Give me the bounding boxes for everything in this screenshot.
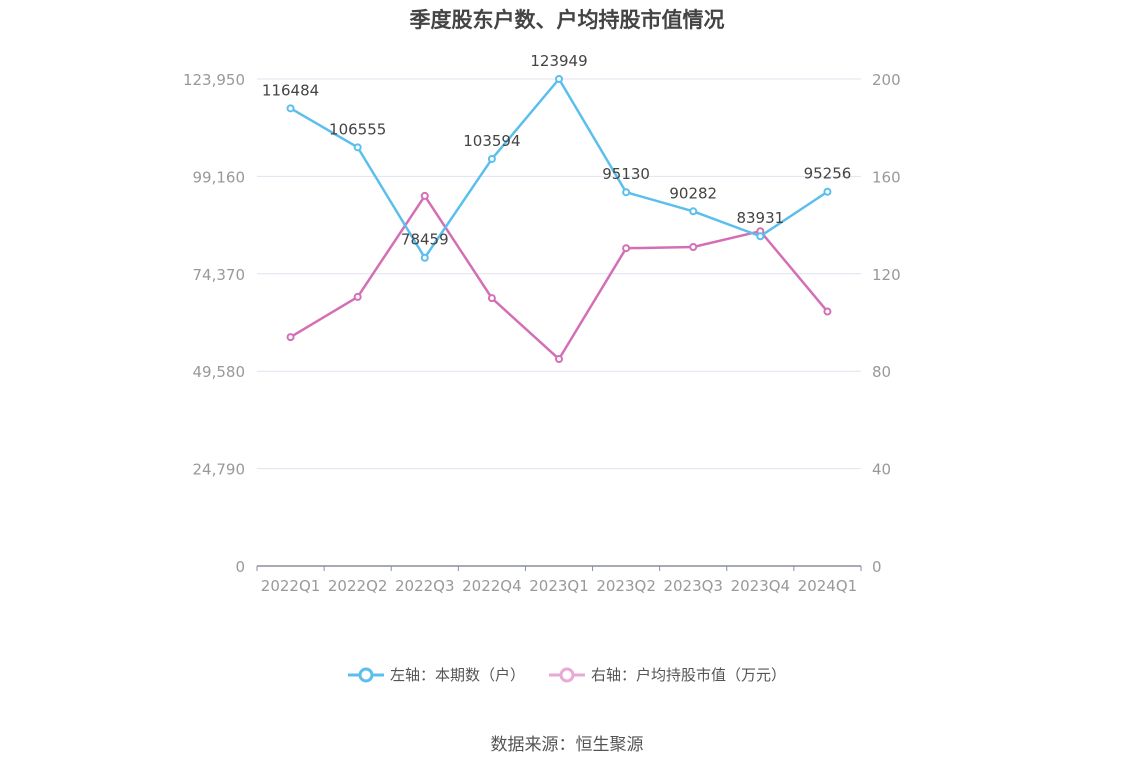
y-left-tick-label: 24,790 [193,461,246,479]
data-label: 83931 [736,209,784,227]
y-left-tick-label: 123,950 [183,71,245,89]
legend-label: 左轴：本期数（户） [389,666,525,684]
data-point-avg-holding-value [689,243,698,252]
x-tick-label: 2023Q3 [663,577,723,595]
data-point-avg-holding-value [622,244,631,253]
data-point-avg-holding-value [487,294,496,303]
series-points [286,75,832,364]
legend-item-left-axis[interactable]: 左轴：本期数（户） [347,664,525,685]
data-point-households [420,253,429,262]
data-point-avg-holding-value [286,333,295,342]
x-tick-label: 2024Q1 [798,577,858,595]
data-label: 90282 [669,184,717,202]
y-right-tick-label: 40 [872,461,891,479]
x-tick-label: 2023Q4 [731,577,791,595]
data-point-households [353,143,362,152]
x-tick-label: 2023Q2 [596,577,656,595]
data-point-households [756,232,765,241]
grid-lines [257,78,861,470]
legend-item-right-axis[interactable]: 右轴：户均持股市值（万元） [549,664,786,685]
x-tick-label: 2023Q1 [529,577,589,595]
chart-title: 季度股东户数、户均持股市值情况 [409,8,725,32]
y-left-tick-label: 49,580 [193,363,246,381]
data-point-avg-holding-value [420,191,429,200]
y-right-tick-label: 0 [872,558,882,576]
x-tick-label: 2022Q2 [328,577,388,595]
data-label: 95256 [804,165,852,183]
legend: 左轴：本期数（户） 右轴：户均持股市值（万元） [0,664,1134,685]
y-left-tick-label: 0 [235,558,245,576]
data-label: 106555 [329,120,386,138]
x-tick-label: 2022Q3 [395,577,455,595]
data-label: 95130 [602,165,650,183]
legend-marker-blue-icon [347,667,384,682]
x-tick-label: 2022Q4 [462,577,522,595]
data-labels: 116484 106555 78459 103594 123949 95130 90282 8… [262,52,851,249]
data-point-households [487,154,496,163]
data-point-households [622,188,631,197]
data-label: 123949 [530,52,587,70]
y-right-tick-label: 200 [872,71,901,89]
data-label: 78459 [401,231,449,249]
y-left-tick-label: 74,370 [193,266,246,284]
axes: 0 0 24,790 40 49,580 80 74,370 120 99,160 160 123,… [183,71,901,595]
y-right-tick-label: 120 [872,266,901,284]
data-label: 116484 [262,81,319,99]
legend-label: 右轴：户均持股市值（万元） [591,666,787,684]
y-right-tick-label: 160 [872,168,901,186]
data-point-avg-holding-value [555,355,563,364]
series-line-households [289,77,829,259]
y-left-tick-label: 99,160 [193,168,246,186]
legend-marker-pink-icon [549,667,585,682]
data-point-avg-holding-value [823,307,832,316]
data-source: 数据来源：恒生聚源 [490,735,644,755]
data-point-households [286,104,295,113]
x-tick-label: 2022Q1 [261,577,321,595]
y-right-tick-label: 80 [872,363,891,381]
data-point-households [689,207,698,216]
data-point-avg-holding-value [353,292,362,301]
data-label: 103594 [463,132,520,150]
data-point-households [555,75,563,84]
data-point-households [823,187,832,196]
